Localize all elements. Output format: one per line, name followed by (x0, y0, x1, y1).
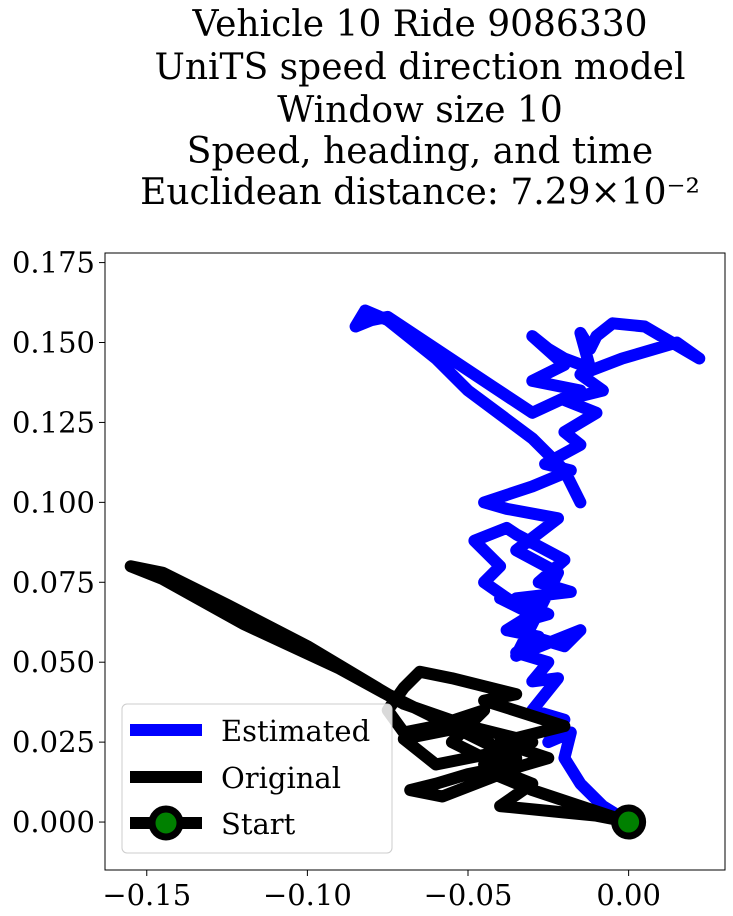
y-tick-label: 0.150 (12, 326, 95, 360)
start-marker (611, 804, 647, 840)
series-line-original (124, 560, 635, 828)
y-tick-label: 0.050 (12, 645, 95, 679)
title-line-3: Window size 10 (277, 90, 563, 131)
title-line-2: UniTS speed direction model (155, 47, 686, 88)
legend-box (121, 703, 393, 854)
legend-marker-start (148, 805, 184, 841)
x-tick-label: −0.05 (424, 878, 513, 912)
title-line-5: Euclidean distance: 7.29×10⁻² (140, 172, 700, 213)
x-axis: −0.15 −0.10 −0.05 0.00 (102, 870, 661, 912)
y-tick-label: 0.100 (12, 485, 95, 519)
y-axis: 0.000 0.025 0.050 0.075 0.100 0.125 0.150 0.175 (12, 246, 105, 839)
chart-title: Vehicle 10 Ride 9086330 UniTS speed dire… (140, 4, 700, 213)
legend-label-estimated: Estimated (221, 714, 370, 748)
legend: Estimated Original Start (121, 703, 393, 854)
y-tick-label: 0.025 (12, 725, 95, 759)
x-tick-label: −0.15 (102, 878, 191, 912)
series-layer (124, 304, 706, 840)
y-tick-label: 0.075 (12, 565, 95, 599)
x-tick-label: −0.10 (263, 878, 352, 912)
legend-label-original: Original (221, 761, 341, 795)
plot-area-frame (104, 252, 726, 871)
title-line-4: Speed, heading, and time (187, 131, 653, 172)
y-tick-label: 0.175 (12, 246, 95, 280)
legend-label-start: Start (221, 807, 296, 841)
y-tick-label: 0.000 (12, 805, 95, 839)
series-line-estimated (349, 304, 706, 828)
title-line-1: Vehicle 10 Ride 9086330 (191, 4, 647, 45)
y-tick-label: 0.125 (12, 405, 95, 439)
x-tick-label: 0.00 (596, 878, 661, 912)
